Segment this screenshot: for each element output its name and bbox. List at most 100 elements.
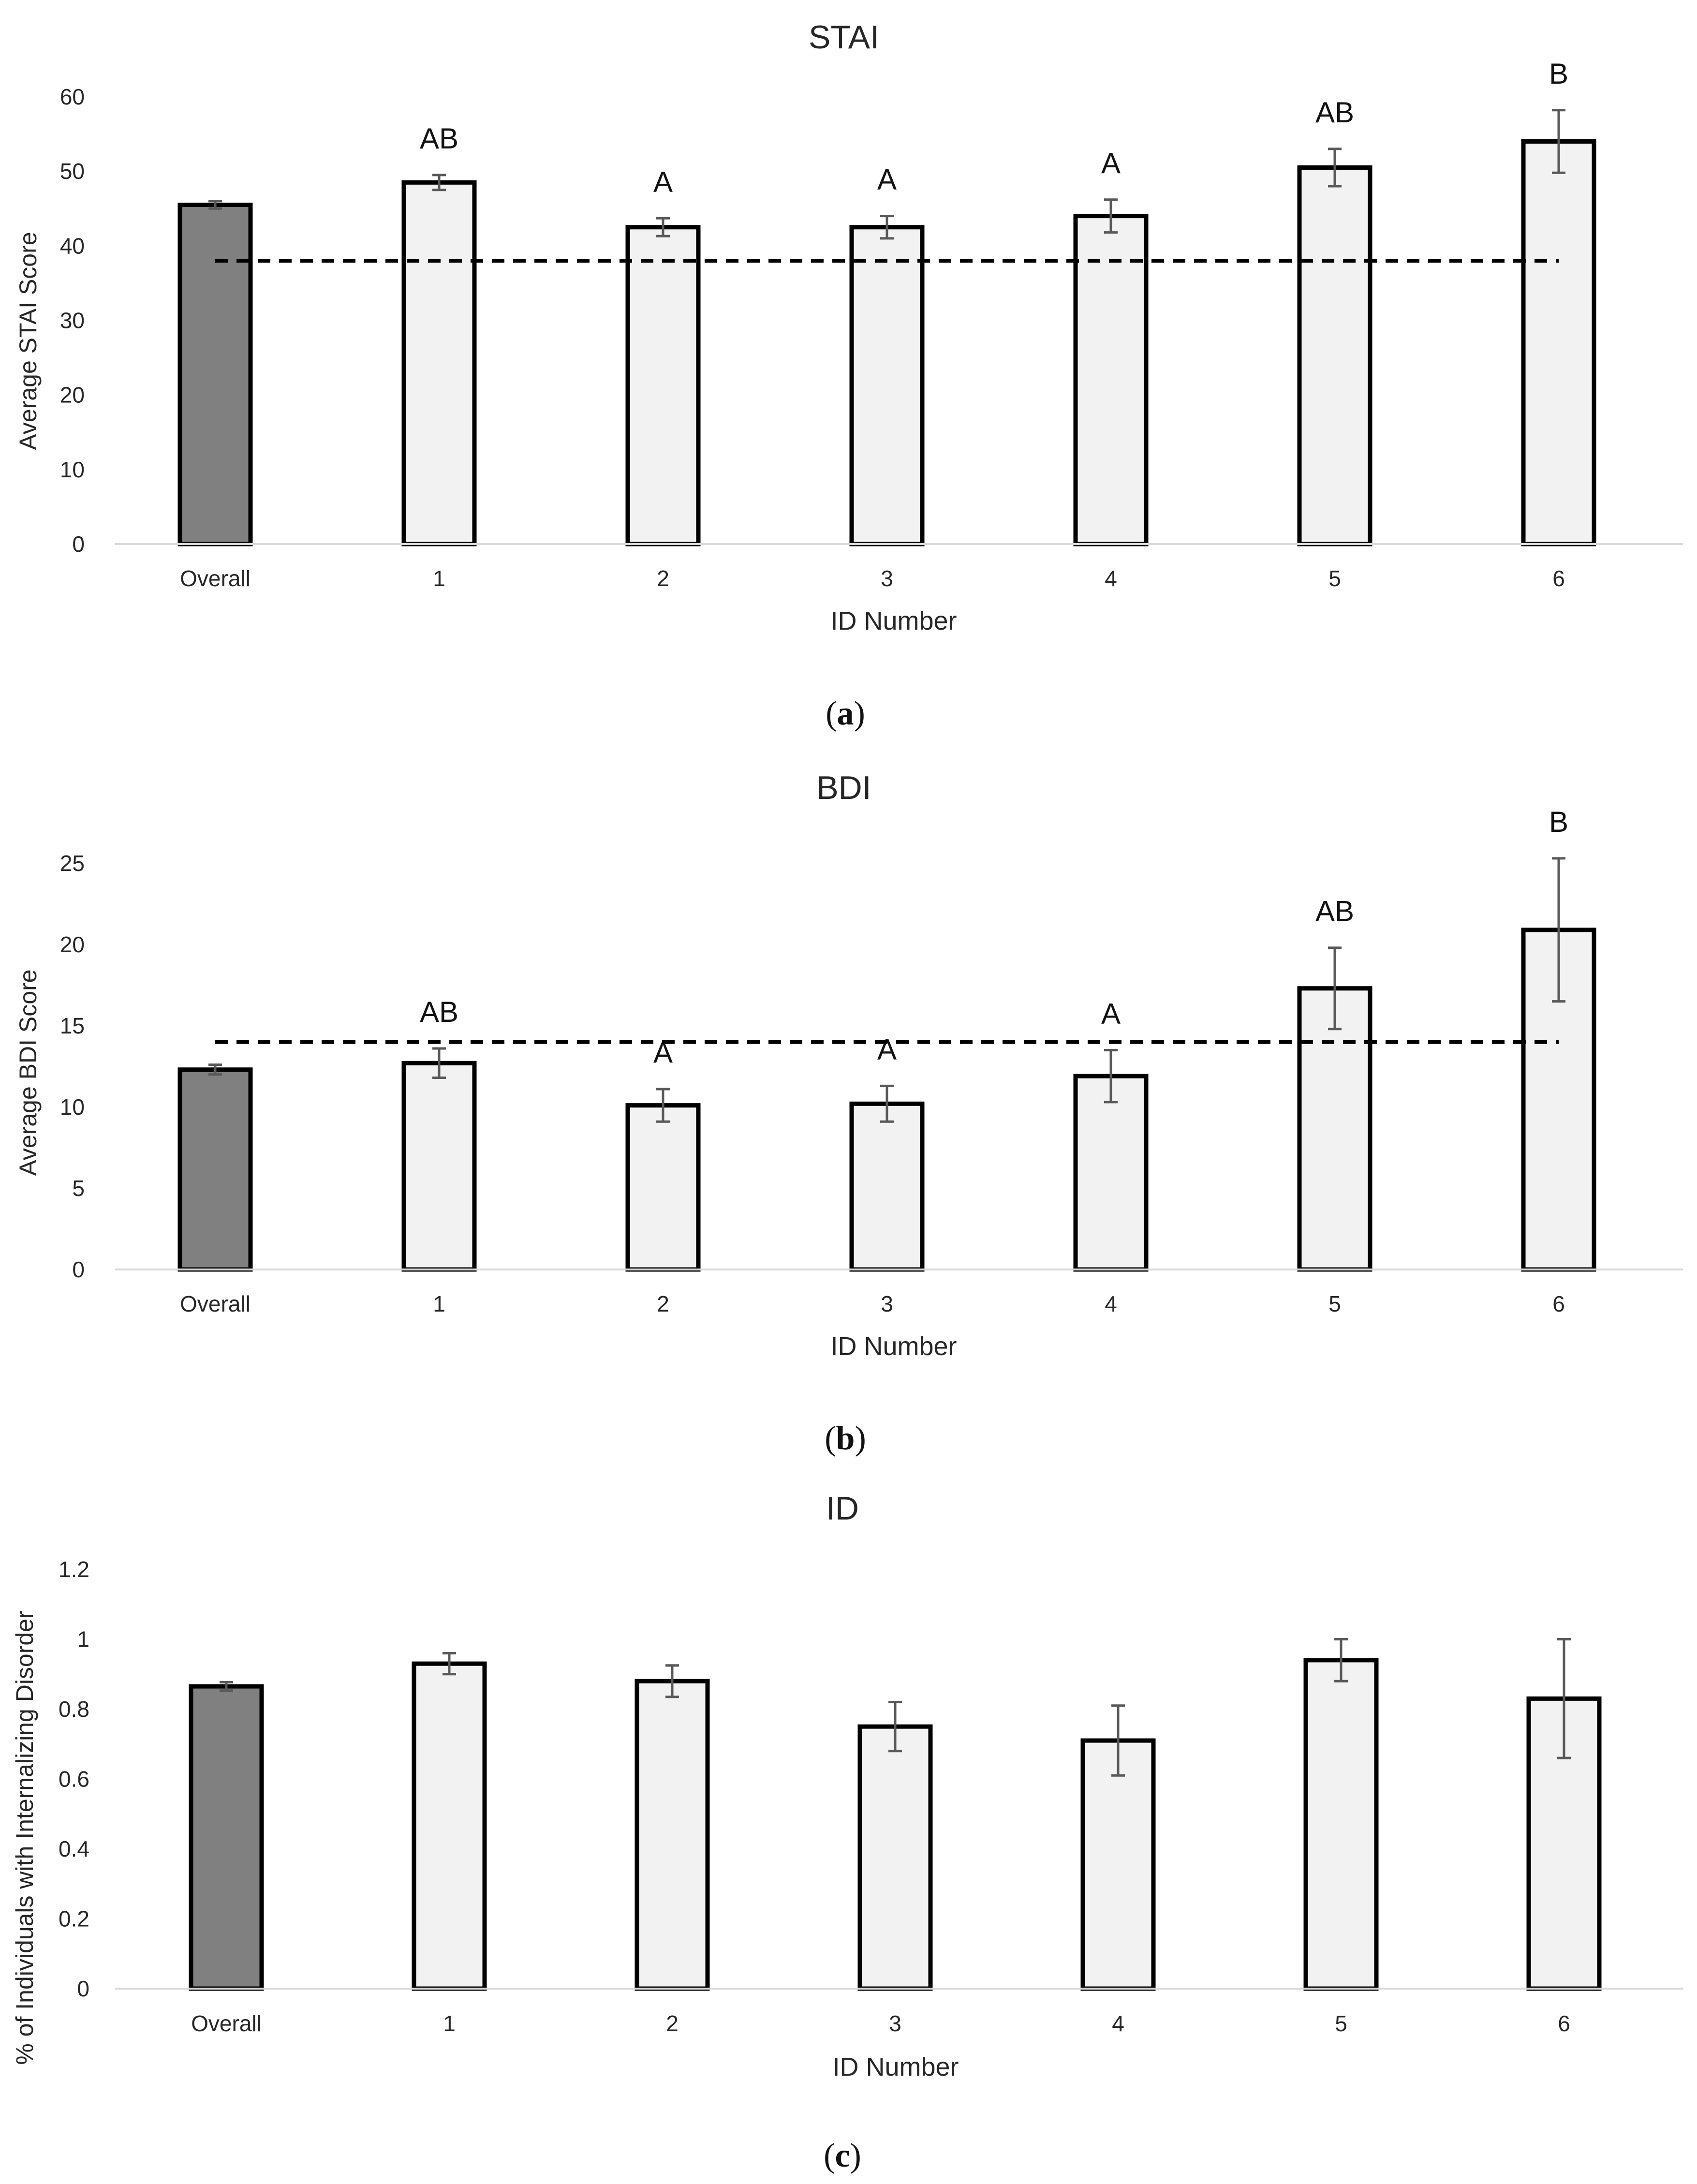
panel-b-bar-5 xyxy=(1297,986,1372,1272)
panel-b-x-axis-label: ID Number xyxy=(830,1332,957,1361)
panel-a-y-tick-label: 10 xyxy=(60,457,85,482)
panel-c-category-label-6: 6 xyxy=(1558,2011,1570,2036)
panel-b-error-bar-1 xyxy=(432,1047,446,1079)
panel-b-error-bar-4 xyxy=(1104,1048,1118,1104)
panel-b-bdi-chart: BDI Average BDI Score ID Number 05101520… xyxy=(15,769,1683,1457)
panel-b-error-bar-3 xyxy=(880,1084,894,1123)
panel-a-y-tick-label: 30 xyxy=(60,308,85,333)
panel-a-bar-1 xyxy=(401,180,477,546)
panel-c-bar-4 xyxy=(1080,1738,1156,1991)
panel-a-y-tick-label: 40 xyxy=(60,233,85,258)
panel-b-caption: (b) xyxy=(825,1420,866,1457)
panel-c-bar-overall xyxy=(189,1684,264,1991)
panel-a-category-label-1: 1 xyxy=(433,566,445,591)
panel-b-significance-label-3: A xyxy=(877,1033,897,1065)
panel-b-y-tick-label: 20 xyxy=(60,932,85,957)
panel-b-error-bar-2 xyxy=(656,1088,670,1123)
panel-b-bar-1 xyxy=(401,1061,477,1272)
panel-b-category-label-6: 6 xyxy=(1552,1291,1565,1316)
panel-a-title: STAI xyxy=(809,19,879,56)
panel-c-x-axis-label: ID Number xyxy=(832,2052,959,2081)
panel-a-error-bar-4 xyxy=(1104,198,1118,234)
panel-b-significance-label-6: B xyxy=(1549,806,1568,838)
panel-c-y-tick-label: 0.6 xyxy=(59,1767,89,1792)
panel-a-significance-label-6: B xyxy=(1549,58,1568,90)
panel-c-category-label-4: 4 xyxy=(1112,2011,1124,2036)
panel-a-significance-label-2: A xyxy=(653,165,673,198)
panel-c-category-label-2: 2 xyxy=(666,2011,679,2036)
panel-b-category-label-1: 1 xyxy=(433,1291,445,1316)
panel-a-bar-4 xyxy=(1073,214,1149,546)
panel-b-y-tick-label: 0 xyxy=(72,1257,85,1282)
panel-b-bar-6 xyxy=(1521,928,1596,1272)
panel-c-error-bar-1 xyxy=(443,1652,456,1676)
panel-b-y-tick-label: 15 xyxy=(60,1013,85,1038)
panel-a-bar-overall xyxy=(177,203,253,546)
panel-a-category-label-3: 3 xyxy=(881,566,893,591)
panel-c-category-label-5: 5 xyxy=(1335,2011,1347,2036)
panel-b-bar-3 xyxy=(849,1101,925,1272)
panel-c-error-bar-5 xyxy=(1334,1638,1348,1682)
panel-c-category-label-1: 1 xyxy=(443,2011,456,2036)
panel-c-error-bar-4 xyxy=(1111,1704,1125,1777)
panel-b-y-axis-label: Average BDI Score xyxy=(15,969,42,1176)
panel-b-title: BDI xyxy=(816,769,871,806)
panel-a-category-label-4: 4 xyxy=(1105,566,1117,591)
panel-a-category-label-5: 5 xyxy=(1328,566,1341,591)
panel-a-x-axis-label: ID Number xyxy=(830,606,957,635)
panel-a-error-bar-5 xyxy=(1328,148,1342,188)
panel-c-y-tick-label: 1.2 xyxy=(59,1557,89,1582)
panel-c-y-tick-label: 0.2 xyxy=(59,1906,89,1932)
panel-b-caption-letter: b xyxy=(836,1420,855,1457)
panel-a-error-bar-6 xyxy=(1552,109,1565,174)
panel-b-significance-label-4: A xyxy=(1101,997,1121,1030)
panel-c-error-bar-3 xyxy=(888,1701,902,1753)
panel-a-error-bar-2 xyxy=(656,217,670,237)
panel-c-caption: (c) xyxy=(824,2137,861,2174)
panel-b-y-tick-label: 5 xyxy=(72,1176,85,1201)
panel-c-bar-3 xyxy=(857,1724,933,1991)
panel-a-bar-5 xyxy=(1297,165,1372,546)
panel-b-bar-overall xyxy=(177,1067,253,1272)
panel-c-category-label-3: 3 xyxy=(889,2011,901,2036)
panel-b-significance-label-5: AB xyxy=(1315,895,1354,928)
panel-c-error-bar-2 xyxy=(665,1664,679,1698)
panel-a-significance-label-5: AB xyxy=(1315,96,1354,129)
panel-b-error-bar-5 xyxy=(1328,946,1342,1031)
panel-c-bar-1 xyxy=(412,1661,487,1991)
panel-a-category-label-6: 6 xyxy=(1552,566,1565,591)
panel-c-bar-2 xyxy=(635,1679,710,1991)
panel-a-bar-2 xyxy=(625,225,701,546)
panel-a-stai-chart: STAI Average STAI Score ID Number 0 10 20 3… xyxy=(15,19,1683,732)
panel-a-y-tick-label: 50 xyxy=(60,159,85,184)
panel-a-significance-label-4: A xyxy=(1101,147,1121,179)
panel-c-y-tick-label: 1 xyxy=(77,1627,89,1652)
panel-a-significance-label-1: AB xyxy=(420,122,458,155)
panel-a-error-bar-3 xyxy=(880,215,894,240)
panel-a-y-axis-label: Average STAI Score xyxy=(15,232,42,450)
panel-a-significance-label-3: A xyxy=(877,163,897,196)
panel-a-caption-letter: a xyxy=(837,695,854,732)
panel-b-error-bar-overall xyxy=(208,1063,222,1076)
panel-c-y-tick-label: 0.4 xyxy=(59,1836,89,1861)
panel-c-category-label-overall: Overall xyxy=(191,2011,262,2036)
panel-b-category-label-3: 3 xyxy=(881,1291,893,1316)
panel-b-significance-label-1: AB xyxy=(420,996,458,1028)
panel-c-bar-5 xyxy=(1303,1658,1379,1991)
panel-b-category-label-overall: Overall xyxy=(180,1291,251,1316)
panel-c-error-bar-overall xyxy=(220,1681,233,1692)
panel-c-y-tick-label: 0.8 xyxy=(59,1697,89,1722)
panel-c-y-axis-label: % of Individuals with Internalizing Diso… xyxy=(11,1610,38,2065)
panel-c-y-tick-label: 0 xyxy=(77,1976,89,2001)
panel-b-category-label-5: 5 xyxy=(1328,1291,1341,1316)
panel-b-bar-2 xyxy=(625,1103,701,1272)
panel-a-y-tick-label: 0 xyxy=(72,531,85,557)
panel-c-error-bar-6 xyxy=(1557,1638,1571,1759)
panel-a-category-label-overall: Overall xyxy=(180,566,251,591)
panel-a-error-bar-1 xyxy=(432,174,446,192)
panel-a-error-bar-overall xyxy=(208,200,222,210)
panel-b-y-tick-label: 10 xyxy=(60,1094,85,1120)
panel-a-bar-6 xyxy=(1521,139,1596,546)
panel-c-id-chart: ID % of Individuals with Internalizing D… xyxy=(11,1490,1683,2174)
